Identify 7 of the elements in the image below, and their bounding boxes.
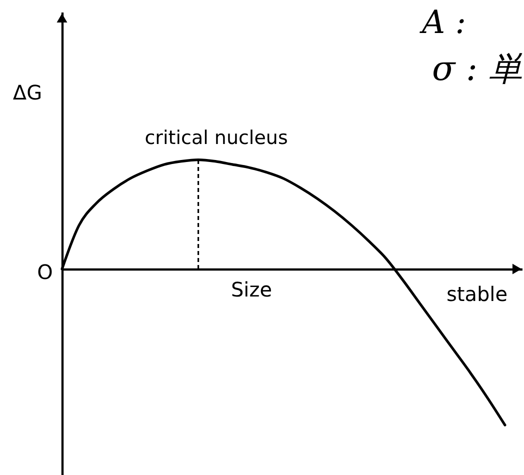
- annotation: stable: [446, 282, 508, 306]
- text: A :: [419, 3, 466, 41]
- text: σ : 単: [432, 49, 522, 89]
- text: O: [37, 260, 53, 284]
- x-axis-title: Size: [230, 278, 272, 302]
- y-axis-title: ΔG: [12, 80, 42, 104]
- text: critical nucleus: [144, 126, 288, 149]
